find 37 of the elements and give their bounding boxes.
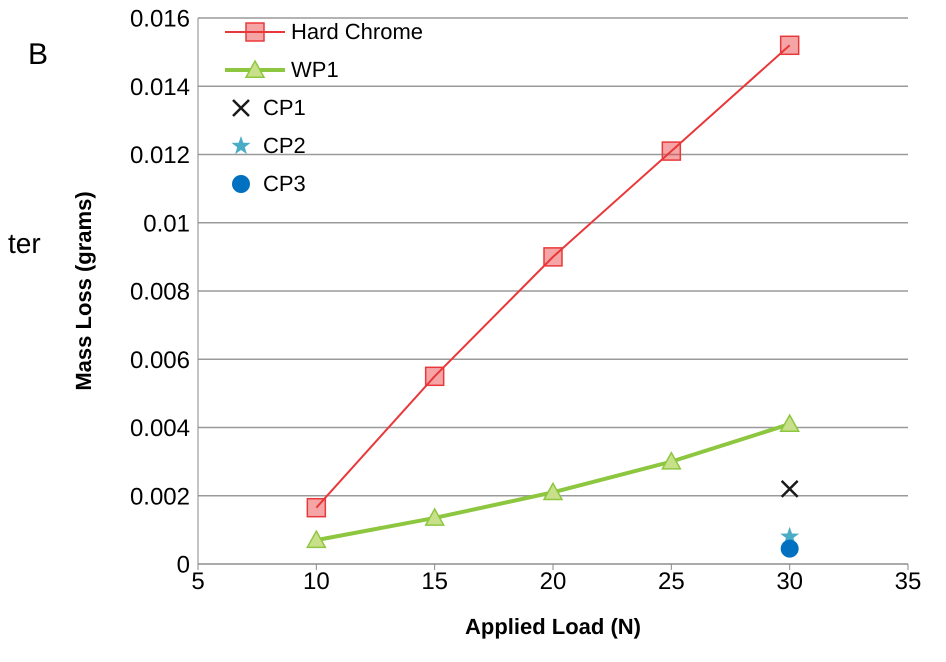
y-tick-label: 0.008 (130, 278, 190, 306)
x-tick-label: 35 (894, 568, 922, 596)
legend-label: CP3 (263, 171, 306, 197)
text: ter (8, 228, 41, 260)
point (780, 414, 800, 432)
point (424, 508, 444, 526)
point (780, 480, 799, 498)
x-axis-title: Applied Load (N) (465, 614, 641, 639)
legend-label: WP1 (291, 57, 339, 83)
y-tick-label: 0.004 (130, 415, 190, 442)
y-tick-label: 0.012 (130, 142, 190, 170)
legend-label: CP1 (263, 95, 306, 121)
point (662, 141, 682, 161)
point (424, 366, 444, 386)
x-tick-label: 25 (658, 568, 685, 596)
y-tick-label: 0 (176, 552, 190, 579)
legend-label: CP2 (263, 133, 306, 159)
x-tick-label: 20 (540, 568, 566, 596)
x-tick-label: 5 (191, 568, 205, 596)
legend-label: Hard Chrome (291, 19, 424, 45)
point (780, 540, 799, 558)
y-tick-label: 0.006 (130, 346, 190, 374)
x-tick-label: 15 (421, 568, 448, 596)
point (662, 452, 682, 470)
point (306, 530, 326, 548)
point (543, 247, 563, 267)
point (306, 498, 326, 518)
y-tick-label: 0.016 (130, 6, 190, 33)
point (543, 482, 563, 500)
y-tick-label: 0.002 (130, 483, 190, 510)
y-axis-title: Mass Loss (grams) (70, 191, 96, 391)
point (780, 36, 800, 56)
x-tick-label: 10 (302, 568, 330, 596)
text: B (28, 38, 48, 72)
x-tick-label: 30 (776, 568, 804, 596)
y-tick-label: 0.014 (130, 74, 190, 101)
y-tick-label: 0.01 (143, 210, 190, 238)
